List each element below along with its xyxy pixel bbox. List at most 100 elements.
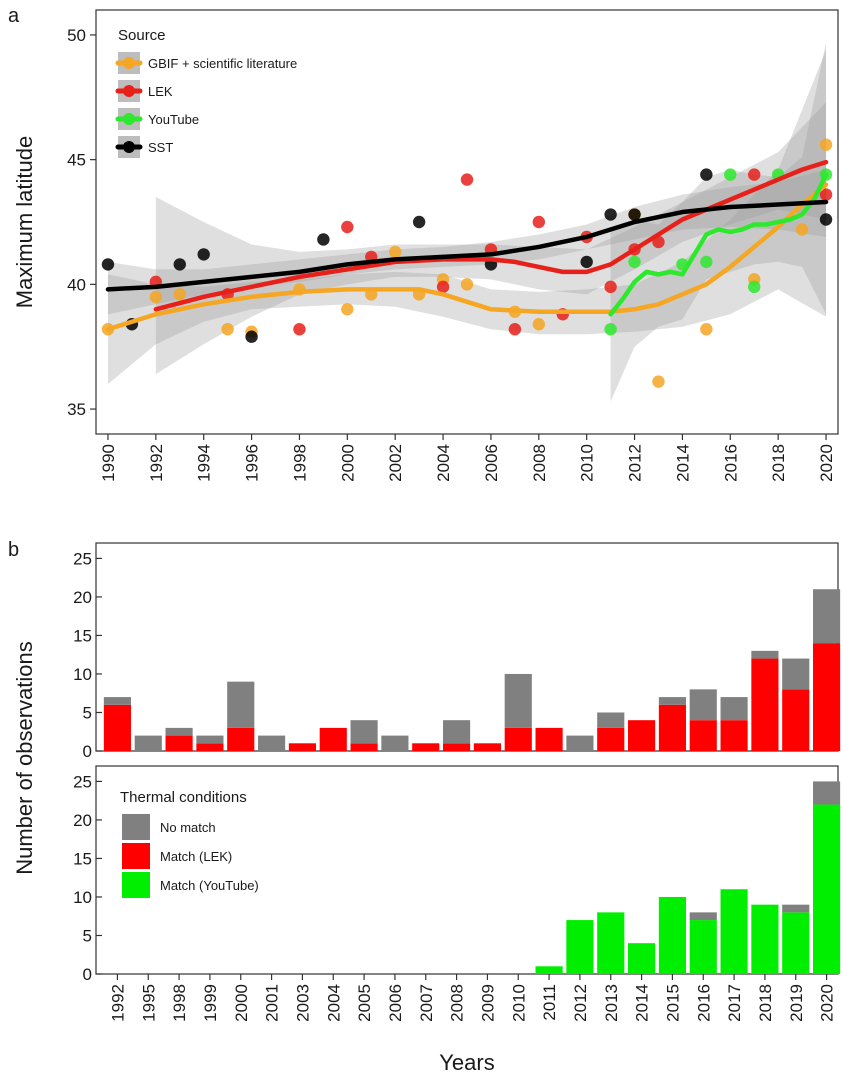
x-tick-label: 1992 — [108, 984, 127, 1022]
bar-match-lek-2014 — [628, 720, 656, 751]
bar-match-lek-2005 — [350, 743, 378, 751]
band-lek — [155, 102, 827, 375]
bar-no-match-1999 — [196, 735, 224, 744]
legend-a-dot-gbif — [123, 57, 135, 69]
point-gbif-scientific-literature — [532, 318, 546, 331]
point-gbif-scientific-literature — [460, 278, 474, 291]
bar-match-youtube-2014 — [628, 943, 656, 974]
x-tick-label: 2012 — [571, 984, 590, 1022]
bar-match-lek-2019 — [782, 689, 810, 751]
y-tick-label: 0 — [83, 742, 92, 761]
point-sst — [317, 233, 330, 246]
bar-match-lek-2018 — [751, 658, 779, 751]
legend-a-label-gbif: GBIF + scientific literature — [148, 56, 297, 71]
x-tick-label: 2020 — [818, 984, 837, 1022]
legend-a-entry-gbif: GBIF + scientific literature — [115, 52, 297, 74]
band-gbif-scientific-literature — [107, 49, 827, 385]
y-tick-label: 10 — [73, 888, 92, 907]
legend-a-title: Source — [118, 27, 166, 44]
bar-no-match-2019 — [782, 658, 810, 690]
x-tick-label: 1990 — [99, 444, 118, 482]
bar-no-match-2006 — [381, 735, 409, 751]
bar-match-youtube-2011 — [535, 966, 563, 974]
bar-match-lek-1992 — [103, 704, 131, 751]
panel-b-legend: Thermal conditions No match Match (LEK) … — [120, 789, 259, 898]
bar-no-match-2016 — [689, 689, 717, 721]
x-tick-label: 1998 — [170, 984, 189, 1022]
point-sst — [628, 208, 641, 221]
band-youtube — [610, 42, 827, 402]
y-tick-label: 20 — [73, 588, 92, 607]
legend-b-key-no-match — [122, 814, 150, 840]
legend-a-label-youtube: YouTube — [148, 112, 199, 127]
bar-match-youtube-2015 — [658, 896, 686, 974]
x-tick-label: 1999 — [201, 984, 220, 1022]
x-tick-label: 2005 — [355, 984, 374, 1022]
legend-a-entry-sst: SST — [115, 136, 173, 158]
y-tick-label: 50 — [67, 26, 86, 45]
y-tick-label: 5 — [83, 926, 92, 945]
x-tick-label: 2006 — [482, 444, 501, 482]
point-gbif-scientific-literature — [341, 303, 354, 316]
x-tick-label: 2008 — [448, 984, 467, 1022]
bar-match-lek-2011 — [535, 727, 563, 751]
panel-b-lower-bars — [535, 781, 841, 974]
x-tick-label: 1994 — [195, 444, 214, 482]
bar-no-match-2020 — [813, 589, 841, 644]
x-tick-label: 2010 — [578, 444, 597, 482]
y-tick-label: 0 — [83, 965, 92, 984]
bar-no-match-1995 — [134, 735, 162, 751]
point-youtube — [628, 255, 641, 269]
bar-match-youtube-2018 — [751, 904, 779, 974]
point-lek — [293, 323, 306, 336]
bar-no-match-2018 — [751, 650, 779, 659]
x-tick-label: 1992 — [147, 444, 166, 482]
panel-b-lower: 0 5 10 15 20 25 1992 1995 1998 1999 2000 2001 2003 2… — [73, 765, 841, 1022]
y-tick-label: 10 — [73, 665, 92, 684]
panel-b-lower-y-axis: 0 5 10 15 20 25 — [73, 772, 102, 984]
y-tick-label: 35 — [67, 400, 86, 419]
legend-a-dot-youtube — [123, 113, 135, 125]
legend-a-entry-youtube: YouTube — [115, 108, 199, 130]
y-tick-label: 15 — [73, 626, 92, 645]
point-sst — [197, 248, 210, 261]
panel-a-y-axis: 35 40 45 50 — [67, 26, 96, 419]
x-tick-label: 2003 — [293, 984, 312, 1022]
x-tick-label: 2000 — [232, 984, 251, 1022]
legend-b-entry-match-youtube: Match (YouTube) — [122, 872, 259, 898]
legend-a-label-sst: SST — [148, 140, 173, 155]
panel-b-upper-y-axis: 0 5 10 15 20 25 — [73, 549, 102, 761]
bar-no-match-2017 — [720, 697, 748, 721]
x-tick-label: 2015 — [663, 984, 682, 1022]
y-tick-label: 20 — [73, 811, 92, 830]
bar-no-match-2000 — [227, 681, 255, 728]
y-tick-label: 45 — [67, 151, 86, 170]
point-lek — [604, 280, 617, 294]
x-tick-label: 2016 — [721, 444, 740, 482]
point-gbif-scientific-literature — [173, 288, 186, 301]
point-sst — [412, 215, 426, 229]
y-tick-label: 15 — [73, 849, 92, 868]
point-sst — [245, 330, 258, 343]
bar-no-match-2013 — [597, 712, 625, 728]
x-tick-label: 2000 — [338, 444, 357, 482]
legend-b-key-match-youtube — [122, 872, 150, 898]
bar-no-match-2020 — [813, 781, 841, 805]
x-tick-label: 2012 — [626, 444, 645, 482]
bar-match-lek-1998 — [165, 735, 193, 751]
x-tick-label: 2009 — [478, 984, 497, 1022]
point-sst — [604, 208, 617, 221]
panel-a-legend: Source GBIF + scientific literature LEK … — [115, 27, 297, 158]
point-gbif-scientific-literature — [149, 290, 163, 304]
legend-b-label-match-lek: Match (LEK) — [160, 849, 232, 864]
point-gbif-scientific-literature — [700, 323, 713, 336]
point-sst — [580, 255, 593, 269]
legend-a-dot-lek — [123, 85, 135, 97]
y-tick-label: 5 — [83, 703, 92, 722]
x-tick-label: 2007 — [417, 984, 436, 1022]
panel-a-frame — [95, 9, 839, 435]
bar-match-youtube-2017 — [720, 889, 748, 974]
bar-no-match-2008 — [443, 720, 471, 744]
point-lek — [748, 168, 761, 181]
bar-no-match-1998 — [165, 727, 193, 736]
